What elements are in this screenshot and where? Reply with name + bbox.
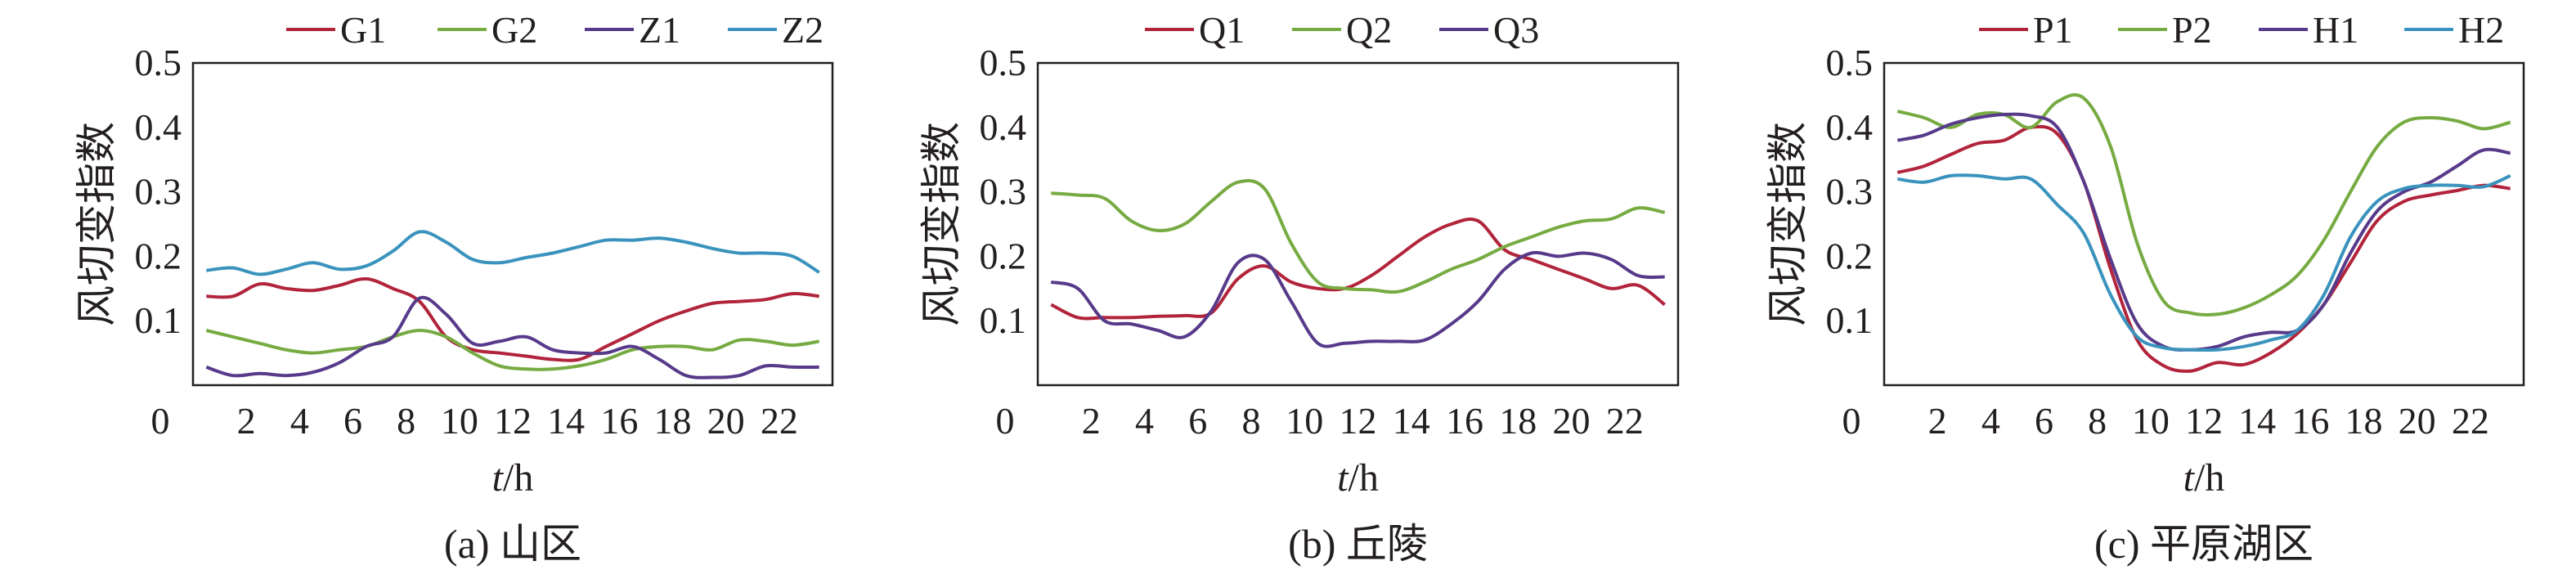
x-tick-label: 12 — [1340, 400, 1377, 442]
origin-label: 0 — [1842, 400, 1861, 442]
y-tick-label: 0.4 — [135, 106, 182, 148]
series-line-g1 — [206, 276, 819, 362]
y-tick-label: 0.5 — [135, 42, 182, 83]
x-tick-label: 20 — [1553, 400, 1591, 442]
x-tick-label: 22 — [2452, 400, 2489, 442]
y-axis-label: 风切变指数 — [1765, 122, 1811, 326]
x-tick-label: 22 — [1606, 400, 1644, 442]
y-tick-label: 0.1 — [135, 299, 182, 341]
x-axis-label-unit: /h — [1349, 456, 1379, 500]
series-line-q1 — [1050, 218, 1666, 321]
legend-label-z1: Z1 — [639, 9, 680, 51]
x-tick-label: 10 — [441, 400, 478, 442]
x-tick-label: 14 — [2238, 400, 2276, 442]
x-tick-label: 6 — [343, 400, 362, 442]
y-tick-label: 0.5 — [1826, 42, 1874, 83]
chart-panel-2: 0.1 0.2 0.3 0.4 0.5 0 2 4 6 8 10 12 14 16 18 20 22 t/h 风切变… — [918, 9, 1680, 567]
x-tick-label: 10 — [2132, 400, 2170, 442]
chart-panel-1: 0.1 0.2 0.3 0.4 0.5 0 2 4 6 8 10 12 14 16 18 20 22 t/h 风切变… — [74, 9, 834, 567]
x-tick-label: 8 — [397, 400, 415, 442]
plot-frame — [1036, 61, 1680, 387]
x-tick-label: 6 — [2035, 400, 2053, 442]
series-line-p2 — [1896, 92, 2511, 316]
x-axis-label-unit: /h — [2194, 456, 2224, 500]
x-tick-label: 2 — [1928, 400, 1947, 442]
x-axis-label-unit: /h — [503, 456, 533, 500]
x-tick-label: 20 — [707, 400, 745, 442]
y-tick-label: 0.3 — [980, 171, 1027, 213]
x-tick-label: 18 — [1499, 400, 1537, 442]
x-tick-label: 6 — [1188, 400, 1207, 442]
panel-caption: (b) 丘陵 — [1288, 521, 1428, 567]
y-tick-label: 0.1 — [980, 299, 1027, 341]
y-tick-label: 0.2 — [1826, 235, 1874, 276]
x-tick-label: 14 — [1393, 400, 1430, 442]
y-tick-label: 0.4 — [980, 106, 1027, 148]
series-line-z2 — [206, 230, 820, 276]
y-tick-label: 0.3 — [1826, 171, 1874, 213]
legend-label-p1: P1 — [2033, 9, 2073, 51]
x-tick-label: 10 — [1286, 400, 1323, 442]
x-axis-label: t/h — [492, 456, 534, 500]
legend-label-z2: Z2 — [782, 9, 824, 51]
legend-label-g1: G1 — [340, 9, 386, 51]
x-tick-label: 18 — [2345, 400, 2383, 442]
series-line-p1 — [1896, 124, 2511, 373]
series-line-q3 — [1050, 250, 1665, 348]
legend-label-h1: H1 — [2313, 9, 2358, 51]
legend-label-h2: H2 — [2458, 9, 2504, 51]
legend-label-p2: P2 — [2172, 9, 2212, 51]
x-tick-label: 16 — [2291, 400, 2329, 442]
series-line-g2 — [205, 329, 820, 371]
panel-caption: (c) 平原湖区 — [2094, 521, 2313, 567]
x-tick-label: 18 — [654, 400, 692, 442]
chart-panel-3: 0.1 0.2 0.3 0.4 0.5 0 2 4 6 8 10 12 14 16 18 20 22 t/h 风切变… — [1765, 9, 2525, 567]
y-axis-label: 风切变指数 — [74, 122, 119, 326]
x-tick-label: 20 — [2399, 400, 2436, 442]
x-tick-label: 16 — [1446, 400, 1483, 442]
plot-frame — [1883, 61, 2525, 387]
y-tick-label: 0.5 — [980, 42, 1027, 83]
x-axis-label-variable: t — [1337, 456, 1349, 500]
x-tick-label: 2 — [1082, 400, 1101, 442]
y-tick-label: 0.4 — [1826, 106, 1874, 148]
y-tick-label: 0.1 — [1826, 299, 1874, 341]
x-tick-label: 14 — [547, 400, 585, 442]
y-tick-label: 0.2 — [980, 235, 1027, 276]
x-tick-label: 22 — [761, 400, 798, 442]
origin-label: 0 — [996, 400, 1015, 442]
x-axis-label: t/h — [1337, 456, 1379, 500]
x-tick-label: 12 — [2185, 400, 2223, 442]
x-axis-label-variable: t — [2183, 456, 2196, 500]
y-tick-label: 0.3 — [135, 171, 182, 213]
y-axis-label: 风切变指数 — [918, 122, 964, 326]
x-tick-label: 12 — [494, 400, 532, 442]
legend-label-q3: Q3 — [1493, 9, 1539, 51]
x-tick-label: 16 — [600, 400, 638, 442]
series-line-q2 — [1051, 178, 1666, 294]
x-tick-label: 8 — [1242, 400, 1261, 442]
origin-label: 0 — [151, 400, 170, 442]
legend-label-g2: G2 — [491, 9, 537, 51]
panel-caption: (a) 山区 — [444, 521, 581, 567]
series-line-z1 — [205, 295, 819, 379]
plot-frame — [191, 61, 834, 387]
x-tick-label: 2 — [237, 400, 256, 442]
y-tick-label: 0.2 — [135, 235, 182, 276]
x-tick-label: 4 — [1981, 400, 2000, 442]
x-tick-label: 4 — [290, 400, 309, 442]
legend-label-q2: Q2 — [1346, 9, 1392, 51]
x-axis-label-variable: t — [492, 456, 505, 500]
legend-label-q1: Q1 — [1199, 9, 1245, 51]
x-tick-label: 8 — [2088, 400, 2107, 442]
series-line-h2 — [1897, 173, 2511, 352]
x-axis-label: t/h — [2183, 456, 2225, 500]
x-tick-label: 4 — [1135, 400, 1154, 442]
